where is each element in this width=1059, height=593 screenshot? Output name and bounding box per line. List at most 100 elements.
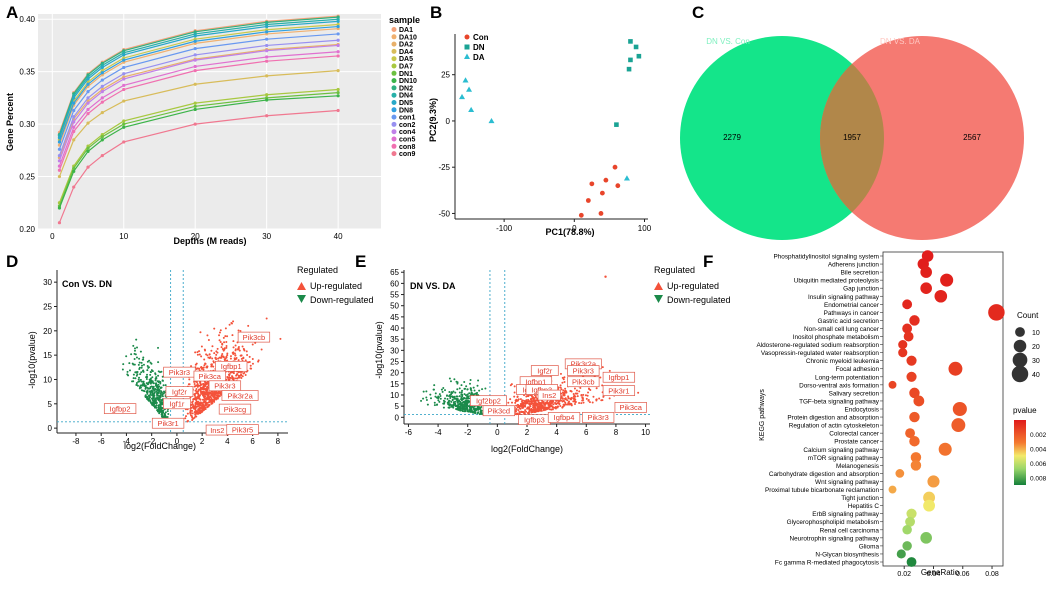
pE-point-up bbox=[509, 384, 512, 387]
panel-a-data-point bbox=[72, 138, 76, 142]
pE-y-tick-label: 35 bbox=[390, 335, 399, 344]
pD-point-up bbox=[223, 347, 226, 350]
panel-b-x-tick-label: 100 bbox=[638, 224, 652, 233]
pD-point-up bbox=[237, 359, 240, 362]
pE-point-down bbox=[458, 402, 461, 405]
pE-gene-label-box bbox=[547, 412, 581, 423]
panel-e-legend-down: Down-regulated bbox=[667, 295, 731, 305]
panel-f-pathway-dot bbox=[888, 380, 897, 389]
venn-left-count: 2279 bbox=[723, 133, 741, 142]
pE-point-down bbox=[456, 405, 459, 408]
pE-point-up bbox=[582, 399, 585, 402]
pE-point-up bbox=[543, 407, 546, 410]
pE-gene-label: Igf2bp2 bbox=[476, 396, 501, 405]
panel-b-point-dn bbox=[628, 57, 633, 63]
panel-f-pathway-label: Salivary secretion bbox=[829, 390, 880, 397]
pD-point-down bbox=[142, 358, 145, 361]
pE-point-down bbox=[448, 403, 451, 406]
pE-point-up bbox=[567, 397, 570, 400]
pD-point-down bbox=[149, 377, 152, 380]
panel-letter-a: A bbox=[6, 3, 18, 22]
panel-f-pathway-dot bbox=[909, 411, 920, 423]
pD-point-up bbox=[236, 373, 239, 376]
panel-f-pathway-dot bbox=[938, 442, 952, 456]
pD-point-down bbox=[144, 384, 147, 387]
panel-a-data-point bbox=[72, 120, 76, 124]
pD-point-down bbox=[153, 392, 156, 395]
pE-point-down bbox=[461, 401, 464, 404]
pE-point-down bbox=[425, 396, 428, 399]
panel-a-data-point bbox=[122, 119, 126, 123]
pD-point-down bbox=[142, 370, 145, 373]
panel-a-data-point bbox=[100, 90, 104, 94]
pD-point-up bbox=[196, 353, 199, 356]
pD-gene-label: Pik3r5 bbox=[232, 425, 253, 434]
pE-point-down bbox=[457, 400, 460, 403]
panel-a-data-point bbox=[86, 77, 90, 81]
panel-e-x-axis-label: log2(FoldChange) bbox=[491, 444, 563, 454]
pE-y-tick-label: 25 bbox=[390, 358, 399, 367]
pE-point-up bbox=[598, 397, 601, 400]
pD-point-up bbox=[218, 339, 221, 342]
panel-a-data-point bbox=[122, 83, 126, 87]
panel-a-data-point bbox=[265, 49, 269, 53]
pE-x-tick-label: 2 bbox=[525, 428, 530, 437]
panel-a-data-point bbox=[122, 140, 126, 144]
pE-point-up bbox=[576, 392, 579, 395]
pD-point-down bbox=[160, 399, 163, 402]
pE-point-up bbox=[525, 410, 528, 413]
pE-point-down bbox=[454, 402, 457, 405]
pE-point-down bbox=[464, 387, 467, 390]
pE-point-up bbox=[575, 389, 578, 392]
pD-point-up bbox=[218, 334, 221, 337]
panel-a-data-point bbox=[336, 94, 340, 98]
panel-letter-f: F bbox=[703, 252, 713, 271]
pE-gene-label: Pik3cd bbox=[488, 407, 511, 416]
pD-point-up bbox=[214, 357, 217, 360]
pD-gene-label: Pik3cg bbox=[224, 405, 247, 414]
pE-point-up bbox=[561, 397, 564, 400]
pD-point-down bbox=[156, 392, 159, 395]
panel-a-data-point bbox=[57, 174, 62, 179]
pD-point-down bbox=[150, 385, 153, 388]
pD-point-down bbox=[142, 382, 145, 385]
panel-b-point-da bbox=[623, 175, 630, 181]
pE-gene-label-box bbox=[537, 389, 561, 401]
pE-point-down bbox=[476, 412, 479, 415]
pD-point-up bbox=[216, 347, 219, 350]
panel-a-data-point bbox=[57, 206, 62, 210]
panel-a-data-point bbox=[72, 185, 76, 189]
pE-x-tick-label: 6 bbox=[584, 428, 589, 437]
panel-a-x-axis-label: Depths (M reads) bbox=[173, 236, 246, 246]
pD-point-down bbox=[151, 399, 154, 402]
pE-point-down bbox=[442, 406, 445, 409]
pD-point-up bbox=[237, 347, 240, 350]
panel-a-data-point bbox=[122, 53, 126, 57]
pE-point-up bbox=[527, 412, 530, 415]
panel-a-data-point bbox=[336, 108, 340, 113]
pE-point-down bbox=[470, 389, 473, 392]
pD-point-down bbox=[147, 366, 150, 369]
panel-a-data-point bbox=[100, 100, 104, 104]
pD-point-up bbox=[205, 403, 208, 406]
pD-point-up bbox=[196, 397, 199, 400]
pD-point-up bbox=[213, 327, 216, 330]
pD-point-down bbox=[158, 412, 161, 415]
pE-point-up bbox=[574, 400, 577, 403]
pE-point-up bbox=[533, 401, 536, 404]
pD-point-up bbox=[208, 353, 211, 356]
panel-f-pathway-label: Insulin signaling pathway bbox=[808, 294, 880, 301]
pE-point-up bbox=[524, 409, 527, 412]
pE-point-up bbox=[569, 390, 572, 393]
pE-gene-label-box bbox=[602, 371, 636, 383]
panel-f-pathway-label: Endometrial cancer bbox=[824, 302, 880, 309]
pE-point-up bbox=[563, 397, 566, 400]
pE-y-tick-label: 45 bbox=[390, 313, 399, 322]
panel-a-legend-key bbox=[391, 121, 397, 127]
pE-point-up bbox=[604, 275, 607, 278]
pE-point-up bbox=[545, 407, 548, 410]
pE-point-up bbox=[567, 401, 570, 404]
panel-f-pathway-dot bbox=[906, 557, 917, 567]
panel-f-y-axis-label: KEGG pathways bbox=[759, 389, 766, 441]
